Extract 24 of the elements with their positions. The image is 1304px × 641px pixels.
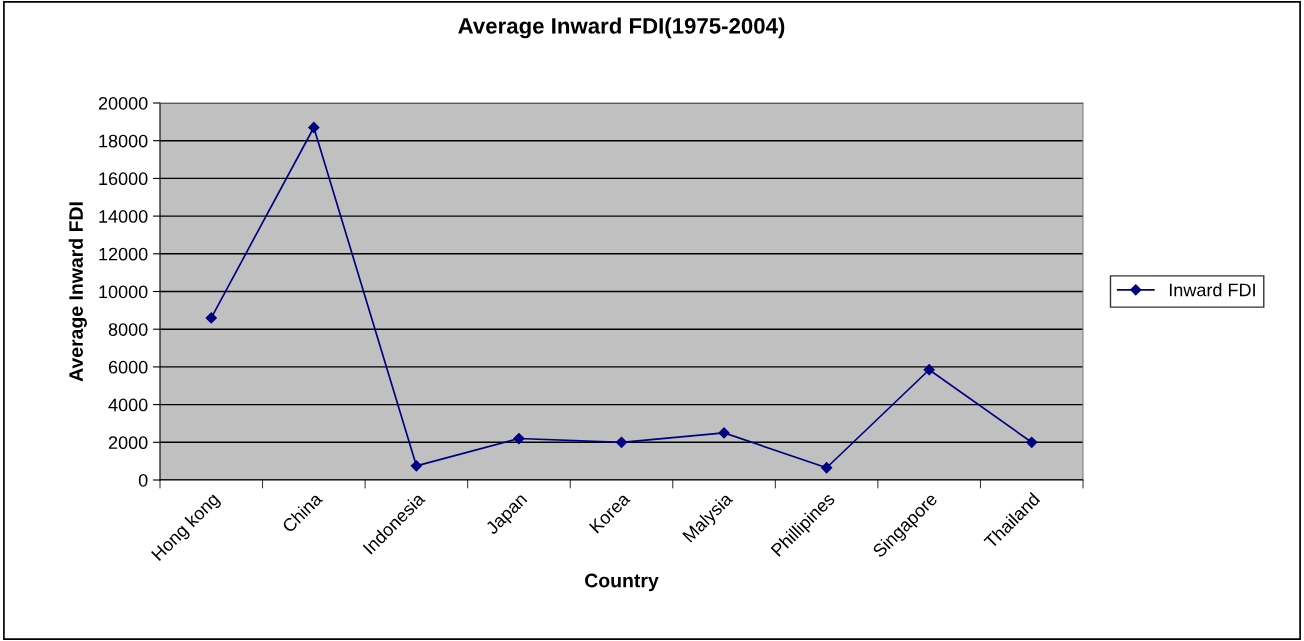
point: [615, 436, 628, 448]
point: [308, 121, 320, 134]
x-axis-title: Country: [585, 573, 659, 592]
y-tick-label: 2000: [108, 436, 148, 450]
point: [821, 462, 833, 474]
y-tick-label: 4000: [108, 398, 148, 412]
y-axis-title: Average Inward FDI: [68, 202, 87, 382]
point: [718, 427, 730, 439]
y-tick-label: 12000: [99, 247, 148, 261]
y-tick-label: 16000: [99, 172, 148, 186]
point: [923, 364, 935, 376]
y-tick-label: 0: [138, 473, 148, 487]
y-tick-label: 6000: [108, 360, 148, 374]
y-tick-label: 10000: [99, 285, 148, 299]
point: [513, 432, 525, 445]
chart-title: Average Inward FDI(1975-2004): [458, 17, 785, 39]
y-tick-label: 20000: [98, 96, 148, 110]
legend-label: Inward FDI: [1169, 283, 1255, 297]
point: [410, 460, 422, 472]
y-tick-label: 14000: [99, 210, 148, 223]
point: [205, 312, 217, 324]
y-tick-label: 8000: [108, 323, 148, 336]
point: [1026, 436, 1038, 448]
y-tick-label: 18000: [99, 134, 148, 148]
